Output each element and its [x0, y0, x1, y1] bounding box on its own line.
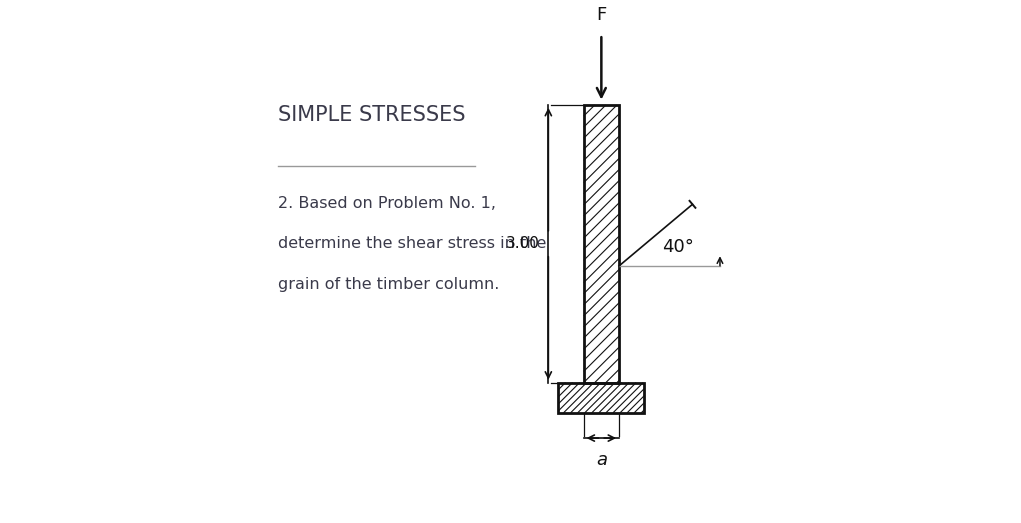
Text: 3.00: 3.00 — [505, 236, 539, 251]
Text: a: a — [596, 451, 606, 469]
Text: SIMPLE STRESSES: SIMPLE STRESSES — [279, 105, 466, 125]
Text: F: F — [596, 6, 606, 24]
Bar — [558, 382, 644, 413]
Bar — [584, 105, 619, 382]
Text: grain of the timber column.: grain of the timber column. — [279, 277, 499, 291]
Text: 2. Based on Problem No. 1,: 2. Based on Problem No. 1, — [279, 196, 496, 211]
Bar — [584, 105, 619, 382]
Text: 40°: 40° — [662, 238, 694, 256]
Bar — [558, 382, 644, 413]
Text: determine the shear stress in the: determine the shear stress in the — [279, 236, 546, 251]
